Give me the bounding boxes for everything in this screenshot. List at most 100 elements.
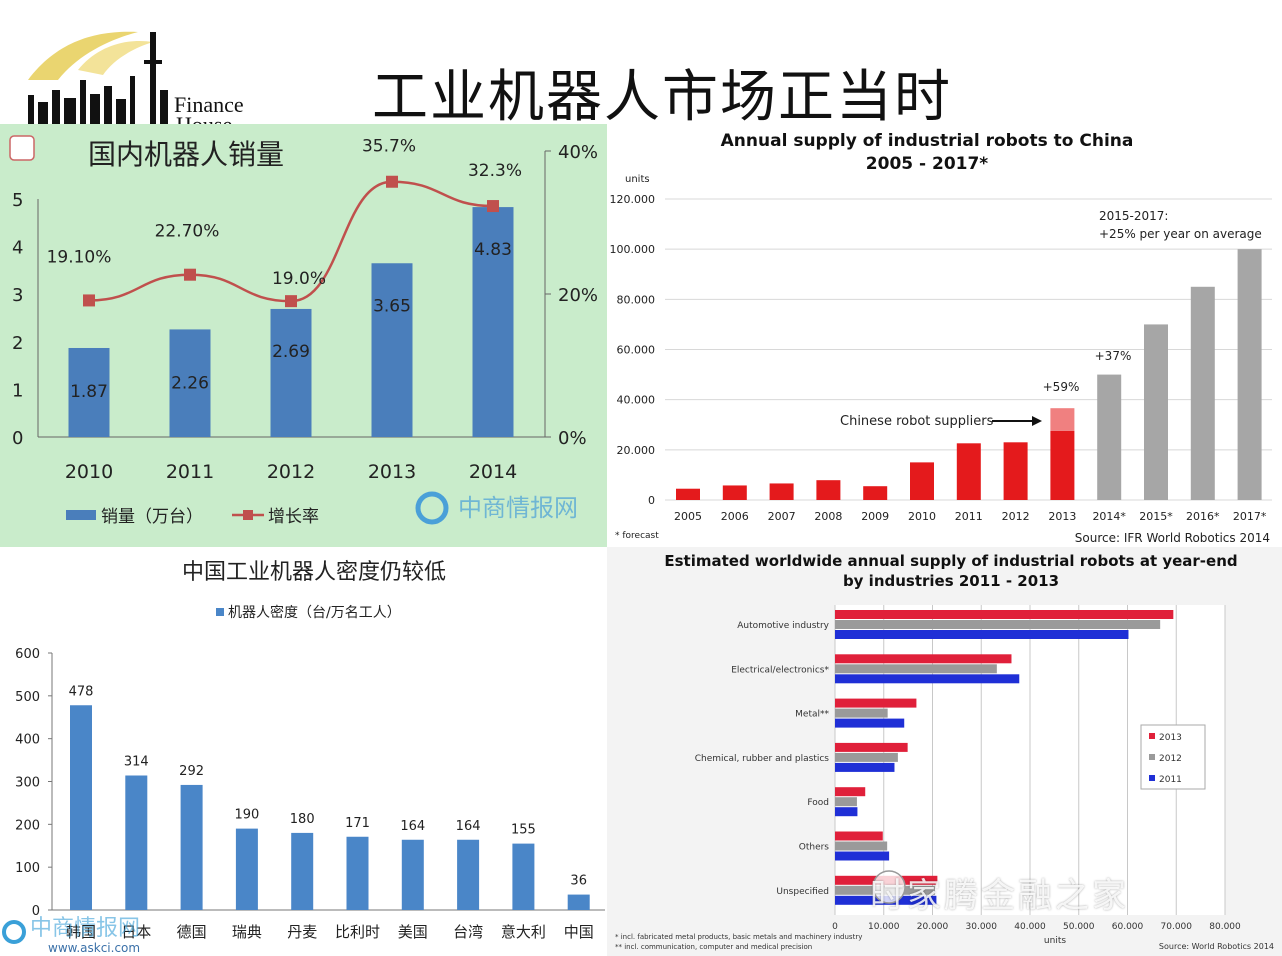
chart3-bar-label: 171: [345, 816, 370, 831]
chart2-x-tick: 2012: [1002, 510, 1030, 523]
worldwide-supply-by-industry-panel: Estimated worldwide annual supply of ind…: [607, 547, 1282, 956]
chart2-arrow-head-icon: [1032, 416, 1042, 426]
chart3-bar: [291, 832, 314, 910]
chart1-growth-point: [487, 200, 499, 213]
slide-header: Finance House 工业机器人市场正当时: [0, 0, 1282, 130]
chart3-y-tick: 300: [15, 776, 40, 791]
chart2-x-tick: 2009: [861, 510, 889, 523]
chart1-legend-bar-swatch: [66, 510, 96, 520]
chart4-x-tick: 60.000: [1112, 922, 1144, 932]
chart4-bar: [835, 851, 890, 861]
chart4-legend-swatch: [1149, 754, 1155, 760]
chart1-y-tick: 3: [12, 285, 23, 306]
chart2-forecast-note-1: 2015-2017:: [1099, 209, 1168, 223]
chart4-bar: [835, 620, 1161, 629]
chart2-source: Source: IFR World Robotics 2014: [1075, 531, 1270, 545]
chart2-y-tick: 80.000: [617, 293, 656, 306]
wechat-icon: [872, 870, 906, 904]
chart3-x-tick: 日本: [121, 923, 151, 941]
chart3-bar-label: 180: [290, 812, 315, 827]
chart2-y-tick: 100.000: [610, 243, 656, 256]
chart3-y-tick: 100: [15, 861, 40, 876]
chart3-bar: [125, 775, 148, 910]
chart1-bar-label: 3.65: [373, 296, 411, 316]
chart1-y2-tick: 0%: [558, 428, 587, 449]
chart2-y-tick: 0: [648, 494, 655, 507]
chart1-legend-line-marker: [243, 510, 253, 520]
chart1-growth-label: 19.10%: [47, 247, 112, 267]
chart2-footnote: * forecast: [615, 531, 659, 541]
chart4-footnote-2: ** incl. communication, computer and med…: [615, 943, 812, 951]
chart1-x-tick: 2014: [469, 461, 517, 483]
chart2-bar: [1237, 249, 1262, 500]
chart4-bar: [835, 630, 1129, 639]
chart2-bar: [956, 443, 981, 500]
china-annual-supply-chart: Annual supply of industrial robots to Ch…: [610, 131, 1272, 545]
chart2-bar: [676, 488, 700, 500]
chart2-bar: [1097, 374, 1122, 500]
chart2-x-tick: 2008: [814, 510, 842, 523]
chart4-source: Source: World Robotics 2014: [1159, 942, 1274, 951]
chart2-y-tick: 120.000: [610, 193, 656, 206]
chart4-legend-label: 2013: [1159, 733, 1182, 743]
chart1-y-tick: 4: [12, 238, 23, 259]
askci-watermark: 中商情报网: [458, 494, 578, 522]
chart3-legend-label: 机器人密度（台/万名工人）: [228, 604, 401, 621]
chart3-x-tick: 瑞典: [232, 923, 262, 941]
chart4-x-label: units: [1044, 936, 1066, 946]
chart4-bar: [835, 664, 997, 674]
chart1-growth-point: [285, 295, 297, 308]
chart1-growth-label: 19.0%: [272, 269, 326, 289]
chart2-bar: [816, 480, 841, 500]
chart3-bar: [235, 828, 258, 910]
chart2-bar: [863, 486, 888, 500]
chart2-y-tick: 40.000: [617, 394, 656, 407]
chart2-x-tick: 2007: [768, 510, 796, 523]
chart3-legend-swatch: [216, 608, 224, 616]
chart2-bar: [769, 483, 794, 500]
chart4-category-label: Food: [807, 798, 829, 808]
chart1-growth-label: 32.3%: [468, 161, 522, 181]
chart2-x-tick: 2015*: [1139, 510, 1173, 523]
chart1-bar-label: 2.26: [171, 374, 209, 394]
chart1-bar: [169, 329, 211, 437]
chart2-forecast-note-2: +25% per year on average: [1099, 227, 1262, 241]
chart4-bar: [835, 708, 888, 718]
chart2-y-label: units: [625, 174, 650, 185]
chart2-x-tick: 2014*: [1092, 510, 1126, 523]
chart3-bar: [457, 839, 480, 910]
chart4-category-label: Electrical/electronics*: [731, 665, 829, 675]
chart2-y-tick: 20.000: [617, 444, 656, 457]
chart1-y-tick: 0: [12, 428, 23, 449]
chart4-x-tick: 50.000: [1063, 922, 1095, 932]
robot-density-panel: 中国工业机器人密度仍较低 机器人密度（台/万名工人） 0 100 200 300 400 50…: [0, 547, 607, 956]
chart1-bar: [371, 263, 413, 437]
chart4-category-label: Chemical, rubber and plastics: [695, 754, 830, 764]
chart3-bar: [401, 839, 424, 910]
askci-watermark: 中商情报网: [30, 916, 140, 941]
chart1-y2-tick: 40%: [558, 142, 598, 163]
chart4-subtitle: by industries 2011 - 2013: [843, 572, 1059, 590]
chart1-legend-bar-label: 销量（万台）: [101, 507, 203, 527]
chart2-suppliers-label: Chinese robot suppliers: [840, 414, 994, 429]
chart4-legend-label: 2011: [1159, 775, 1182, 785]
chart4-legend-swatch: [1149, 733, 1155, 739]
chart4-bar: [835, 762, 895, 772]
chart2-x-tick: 2011: [955, 510, 983, 523]
chart1-bar: [270, 308, 312, 437]
chart1-bar-label: 1.87: [70, 382, 108, 402]
chart4-bar: [835, 654, 1012, 664]
chart3-bar: [512, 843, 535, 910]
chart3-bar-label: 164: [400, 819, 425, 834]
chart2-x-tick: 2010: [908, 510, 936, 523]
chart4-bar: [835, 742, 908, 752]
chart2-bar-chinese-suppliers: [1050, 408, 1075, 431]
chart1-growth-point: [83, 294, 95, 307]
chart1-growth-point: [386, 175, 398, 188]
chart1-x-tick: 2011: [166, 461, 214, 483]
chart3-y-tick: 0: [32, 904, 40, 919]
chart1-y-tick: 5: [12, 190, 23, 211]
chart1-growth-label: 22.70%: [155, 222, 220, 242]
domestic-robot-sales-panel: 国内机器人销量 0 1 2 3 4 5 0% 20% 40% 1.87 2010 2.26 2011 2.6…: [0, 124, 607, 547]
